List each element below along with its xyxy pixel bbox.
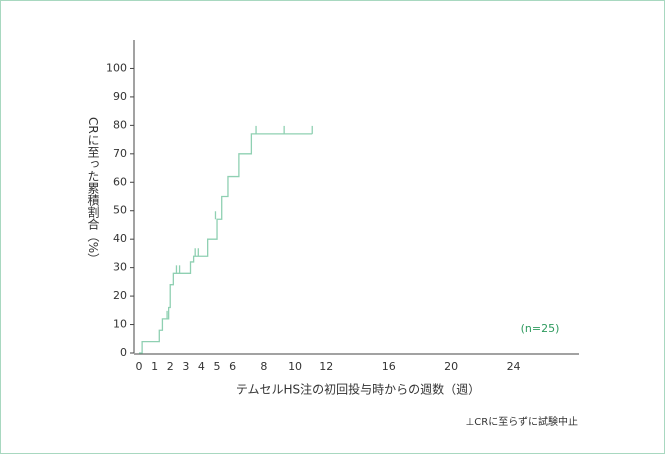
step-line bbox=[139, 133, 313, 354]
y-tick-label: 100 bbox=[106, 61, 127, 74]
y-tick-label: 10 bbox=[113, 318, 127, 331]
y-axis-label: CRに至った累積割合（%） bbox=[86, 117, 100, 265]
x-tick-label: 12 bbox=[319, 360, 333, 373]
x-tick-label: 20 bbox=[444, 360, 458, 373]
x-tick-label: 4 bbox=[198, 360, 205, 373]
annotation: (n=25) bbox=[521, 322, 560, 335]
y-tick-label: 90 bbox=[113, 90, 127, 103]
x-tick-label: 24 bbox=[507, 360, 521, 373]
x-tick-label: 2 bbox=[167, 360, 174, 373]
x-tick-label: 6 bbox=[229, 360, 236, 373]
x-tick-label: 0 bbox=[136, 360, 143, 373]
y-tick-label: 30 bbox=[113, 261, 127, 274]
y-tick-label: 40 bbox=[113, 232, 127, 245]
y-tick-label: 50 bbox=[113, 204, 127, 217]
y-tick-label: 70 bbox=[113, 147, 127, 160]
x-axis-label: テムセルHS注の初回投与時からの週数（週） bbox=[236, 382, 480, 397]
x-tick-label: 3 bbox=[182, 360, 189, 373]
x-tick-label: 5 bbox=[214, 360, 221, 373]
y-tick-label: 80 bbox=[113, 118, 127, 131]
y-tick-label: 20 bbox=[113, 289, 127, 302]
x-tick-label: 1 bbox=[151, 360, 158, 373]
y-tick-label: 0 bbox=[120, 346, 127, 359]
x-tick-label: 10 bbox=[288, 360, 302, 373]
y-tick-label: 60 bbox=[113, 175, 127, 188]
x-tick-label: 16 bbox=[382, 360, 396, 373]
x-tick-label: 8 bbox=[260, 360, 267, 373]
footnote: ⊥CRに至らずに試験中止 bbox=[466, 415, 578, 428]
